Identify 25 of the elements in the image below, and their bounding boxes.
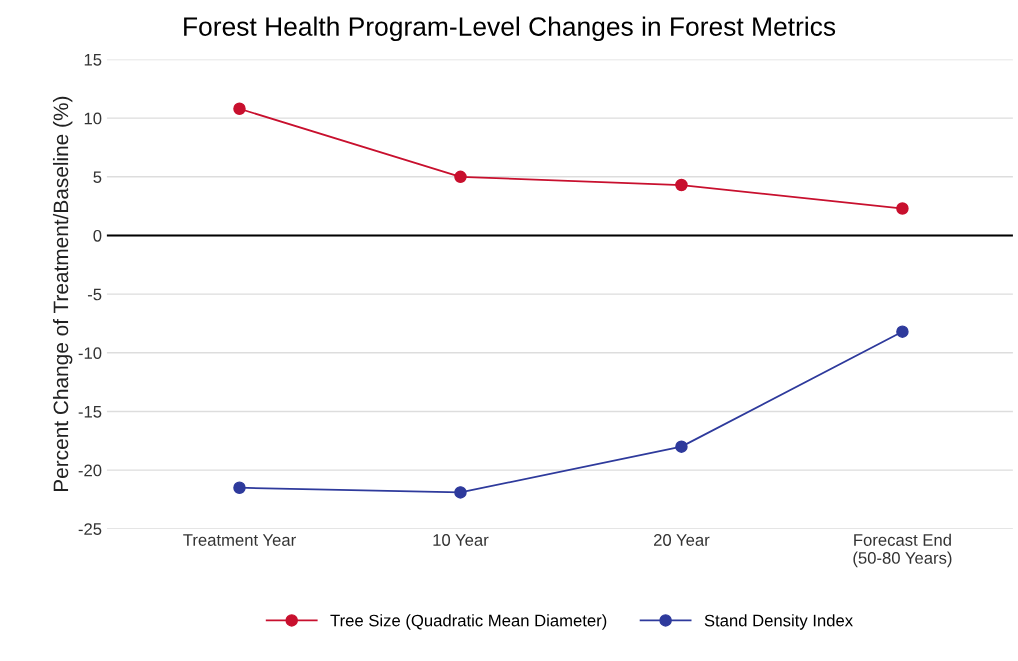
point: [675, 178, 688, 192]
point: [675, 440, 688, 453]
point: [896, 202, 909, 215]
y-tick-label: -25: [78, 523, 102, 535]
y-axis-title: Percent Change of Treatment/Baseline (%): [52, 96, 73, 492]
point: [233, 102, 246, 116]
point: [233, 481, 246, 494]
y-tick-label: -20: [78, 464, 102, 477]
point: [896, 325, 909, 338]
x-tick-label: Forecast End (50-80 Years): [853, 533, 952, 568]
legend-label: Stand Density Index: [704, 614, 853, 630]
y-tick-label: 5: [93, 171, 102, 184]
point: [454, 486, 467, 499]
x-tick-label: 20 Year: [654, 534, 710, 546]
legend-label: Tree Size (Quadratic Mean Diameter): [330, 614, 607, 630]
y-tick-label: -5: [87, 288, 102, 301]
x-tick-label: Treatment Year: [183, 534, 296, 546]
y-tick-label: 10: [84, 112, 102, 125]
chart-title: Forest Health Program-Level Changes in Forest Metrics: [184, 16, 836, 42]
y-tick-label: -15: [78, 406, 102, 418]
y-tick-label: 15: [84, 54, 102, 66]
x-tick-label: 10 Year: [433, 534, 489, 546]
y-tick-label: -10: [78, 347, 102, 360]
y-tick-label: 0: [93, 229, 102, 242]
point: [454, 170, 467, 184]
